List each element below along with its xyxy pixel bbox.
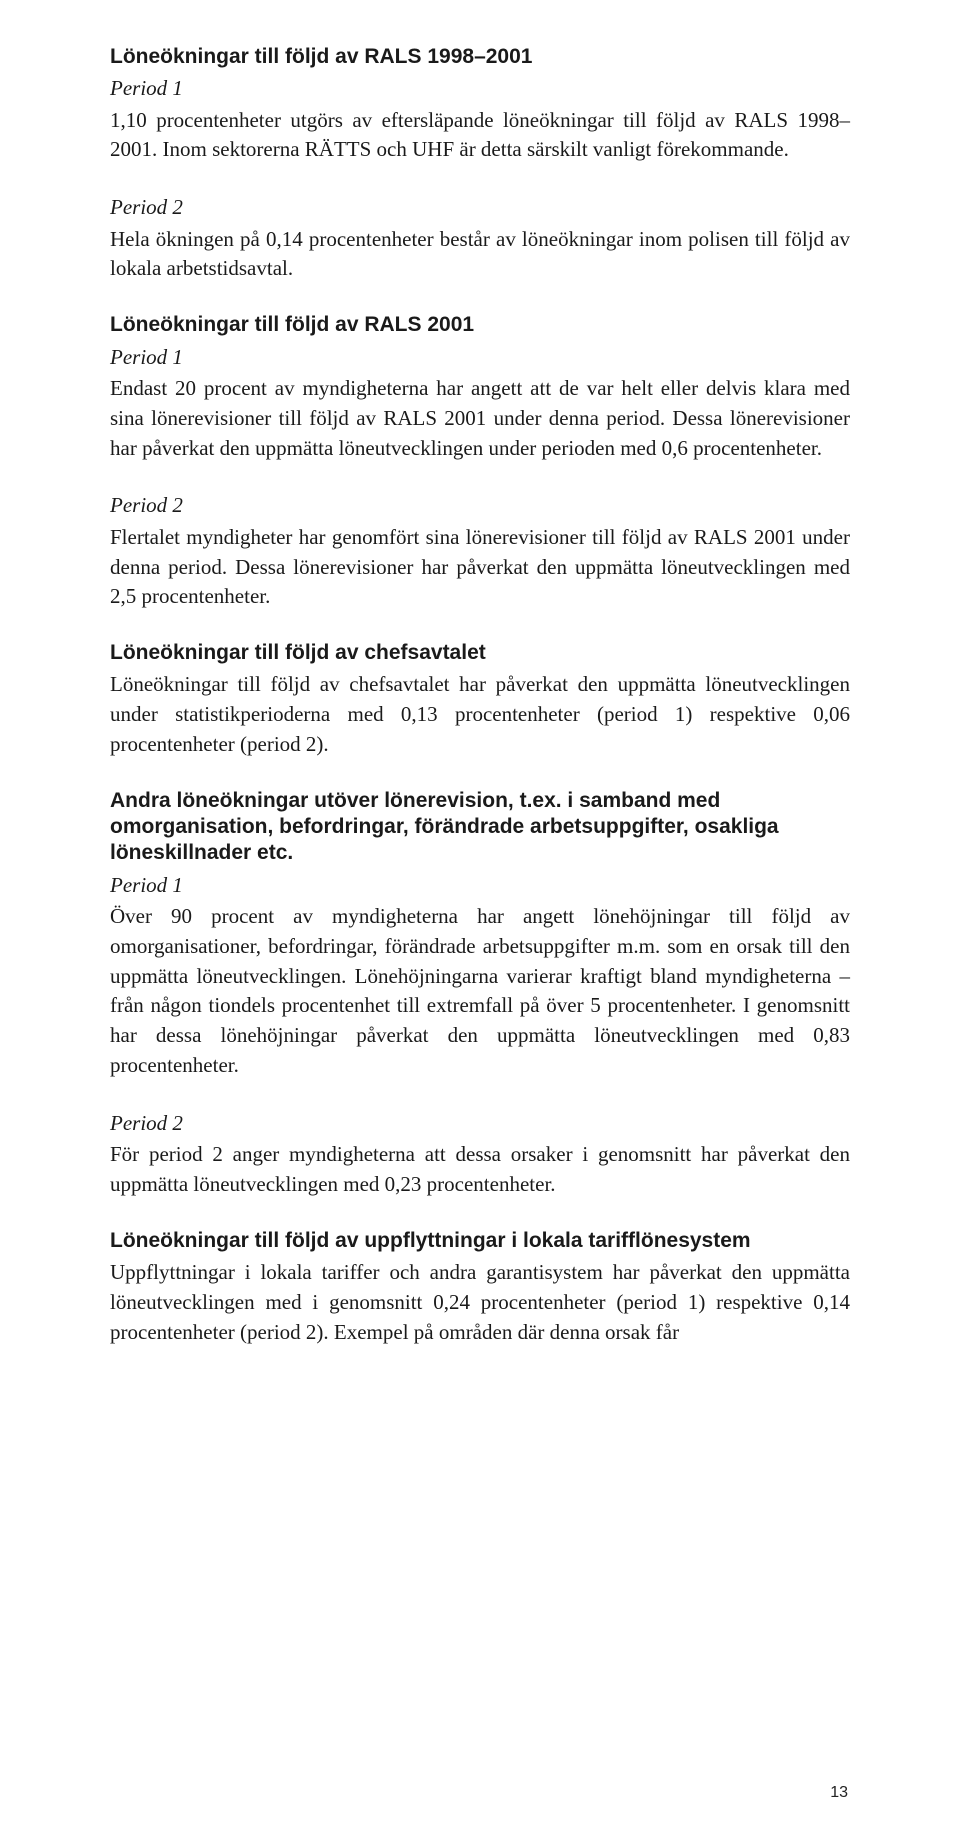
paragraph: Uppflyttningar i lokala tariffer och and… xyxy=(110,1258,850,1347)
paragraph: Över 90 procent av myndigheterna har ang… xyxy=(110,902,850,1081)
paragraph: Flertalet myndigheter har genomfört sina… xyxy=(110,523,850,612)
period-label: Period 2 xyxy=(110,491,850,520)
document-page: Löneökningar till följd av RALS 1998–200… xyxy=(0,0,960,1830)
paragraph: Löneökningar till följd av chefsavtalet … xyxy=(110,670,850,759)
period-label: Period 2 xyxy=(110,1109,850,1138)
section-heading: Andra löneökningar utöver lönerevision, … xyxy=(110,788,850,867)
paragraph: För period 2 anger myndigheterna att des… xyxy=(110,1140,850,1200)
period-label: Period 2 xyxy=(110,193,850,222)
section-heading: Löneökningar till följd av chefsavtalet xyxy=(110,640,850,666)
page-number: 13 xyxy=(830,1784,848,1802)
paragraph: Hela ökningen på 0,14 procentenheter bes… xyxy=(110,225,850,285)
section-heading: Löneökningar till följd av uppflyttninga… xyxy=(110,1228,850,1254)
section-heading: Löneökningar till följd av RALS 1998–200… xyxy=(110,44,850,70)
period-label: Period 1 xyxy=(110,871,850,900)
paragraph: Endast 20 procent av myndigheterna har a… xyxy=(110,374,850,463)
section-heading: Löneökningar till följd av RALS 2001 xyxy=(110,312,850,338)
period-label: Period 1 xyxy=(110,74,850,103)
period-label: Period 1 xyxy=(110,343,850,372)
paragraph: 1,10 procentenheter utgörs av eftersläpa… xyxy=(110,106,850,166)
